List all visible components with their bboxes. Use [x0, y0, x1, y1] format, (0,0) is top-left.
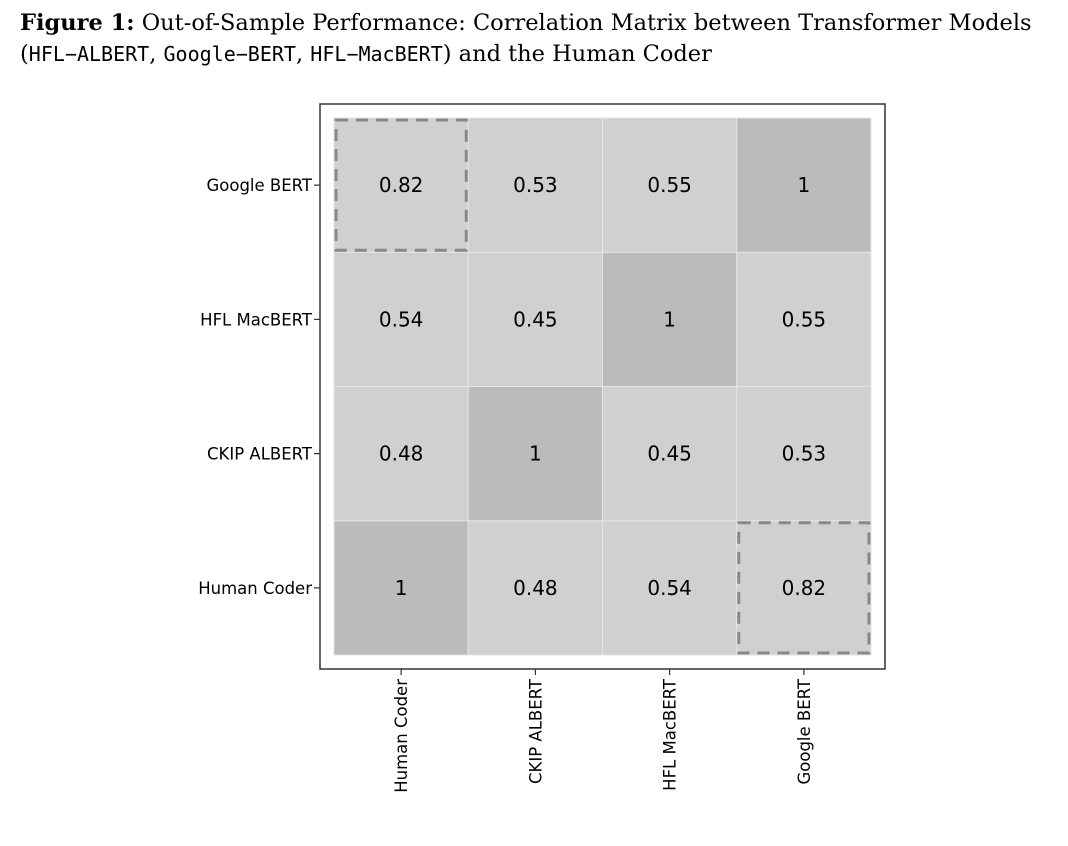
- cell-value-label-0-0: 1: [395, 576, 408, 600]
- figure-title-tail: ) and the Human Coder: [442, 41, 712, 67]
- cell-value-label-0-2: 0.54: [647, 576, 692, 600]
- figure-label: Figure 1:: [20, 10, 135, 36]
- figure-title-line1: Out-of-Sample Performance: Correlation M…: [141, 10, 1032, 36]
- figure-caption: Figure 1: Out-of-Sample Performance: Cor…: [20, 8, 1060, 70]
- cell-value-label-3-1: 0.53: [513, 173, 558, 197]
- cell-value-label-3-3: 1: [798, 173, 811, 197]
- x-tick-label-3: Google BERT: [795, 678, 814, 784]
- cell-value-label-0-1: 0.48: [513, 576, 558, 600]
- heatmap-cell-3-3: [736, 117, 872, 253]
- y-tick-label-0: Human Coder: [198, 579, 312, 598]
- cell-value-label-0-3: 0.82: [782, 576, 827, 600]
- cell-value-label-2-2: 1: [663, 307, 676, 331]
- cell-value-label-1-3: 0.53: [782, 442, 827, 466]
- y-tick-label-1: CKIP ALBERT: [207, 445, 313, 464]
- model-name-c: HFL−MacBERT: [310, 42, 443, 66]
- heatmap-cell-0-2: [602, 520, 738, 656]
- heatmap-cell-1-3: [736, 386, 872, 522]
- cell-value-label-2-1: 0.45: [513, 307, 558, 331]
- model-name-b: Google−BERT: [163, 42, 296, 66]
- cell-value-label-2-3: 0.55: [782, 307, 827, 331]
- x-tick-label-2: HFL MacBERT: [661, 678, 680, 791]
- title-open-paren: (: [20, 41, 29, 67]
- heatmap-cell-3-0: [333, 117, 469, 253]
- highlight-box-0: [737, 521, 871, 655]
- heatmap-cell-2-0: [333, 251, 469, 387]
- heatmap-cell-3-1: [467, 117, 603, 253]
- heatmap-cell-2-1: [467, 251, 603, 387]
- x-tick-label-1: CKIP ALBERT: [526, 678, 545, 784]
- cell-value-label-3-0: 0.82: [379, 173, 424, 197]
- heatmap-cell-1-1: [467, 386, 603, 522]
- x-tick-label-0: Human Coder: [392, 679, 411, 793]
- highlight-box-1: [334, 118, 468, 252]
- title-sep-a: ,: [149, 41, 164, 67]
- heatmap-cell-0-3: [736, 520, 872, 656]
- heatmap-cell-1-2: [602, 386, 738, 522]
- model-name-a: HFL−ALBERT: [28, 42, 150, 66]
- cell-value-label-1-1: 1: [529, 442, 542, 466]
- cell-value-label-1-0: 0.48: [379, 442, 424, 466]
- heatmap-cell-0-0: [333, 520, 469, 656]
- heatmap-cell-1-0: [333, 386, 469, 522]
- title-sep-b: ,: [295, 41, 311, 67]
- y-tick-label-3: Google BERT: [206, 176, 312, 195]
- cell-value-label-1-2: 0.45: [647, 442, 692, 466]
- y-tick-label-2: HFL MacBERT: [200, 310, 313, 329]
- heatmap-cell-2-3: [736, 251, 872, 387]
- cell-value-label-3-2: 0.55: [647, 173, 692, 197]
- heatmap-cell-0-1: [467, 520, 603, 656]
- cell-value-label-2-0: 0.54: [379, 307, 424, 331]
